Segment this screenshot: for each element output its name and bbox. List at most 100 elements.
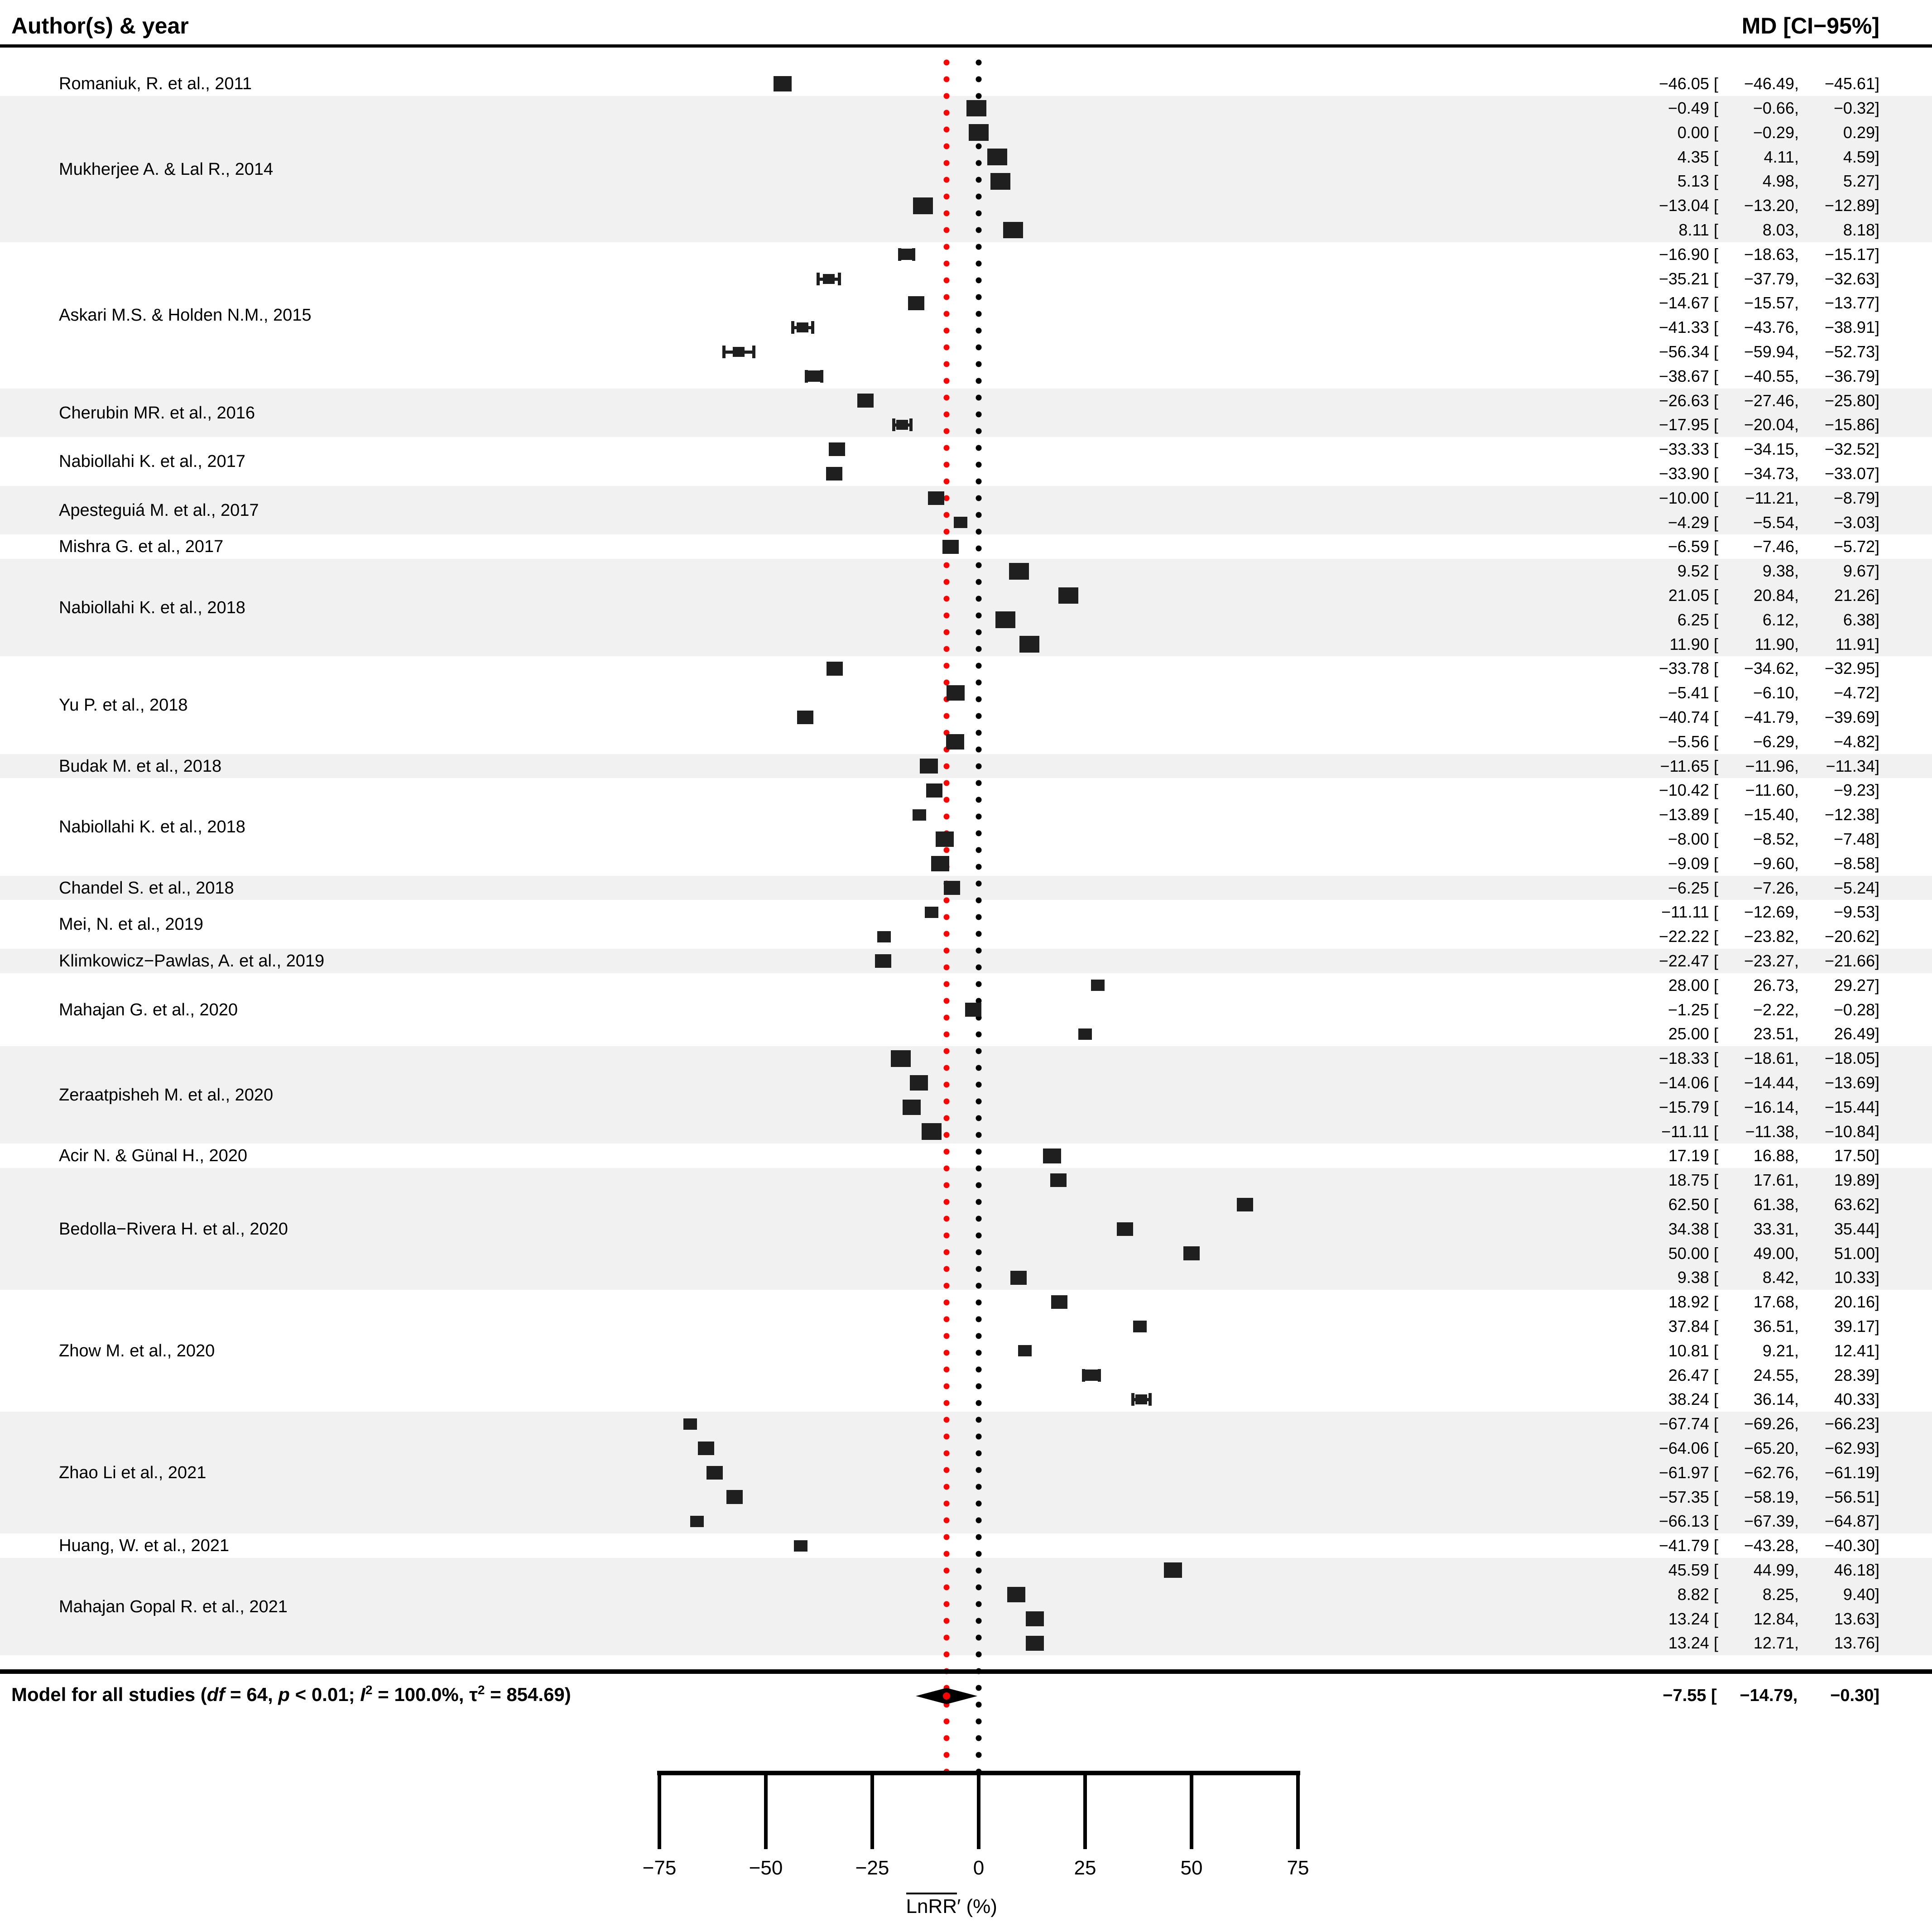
effect-square	[726, 1490, 743, 1504]
ci-value: −61.97 [−62.76, −61.19]	[1632, 1463, 1879, 1483]
ci-value-part: [	[1709, 196, 1718, 215]
ci-whisker-cap-right	[811, 321, 815, 334]
ci-value-part: ]	[1874, 683, 1879, 702]
ci-value-part: ]	[1874, 1463, 1879, 1482]
ci-value-part: 16.88	[1753, 1146, 1794, 1165]
tau-squared-sup: 2	[477, 1683, 485, 1697]
ci-value-part: [	[1709, 1024, 1718, 1043]
ci-whisker-cap-right	[912, 248, 916, 261]
ci-value-part: ,	[1794, 1024, 1799, 1043]
group-band	[0, 559, 1932, 657]
ci-value: 17.19 [16.88, 17.50]	[1632, 1146, 1879, 1166]
ci-value-part: ,	[1794, 318, 1799, 337]
ci-value-part: −32.52	[1824, 440, 1875, 459]
ci-value-part: −41.33	[1658, 318, 1709, 337]
ci-value-part: −46.05	[1658, 74, 1709, 93]
effect-square	[947, 685, 965, 701]
ci-value-part: −40.30	[1824, 1536, 1875, 1555]
ci-value-part: [	[1709, 1634, 1718, 1653]
ci-value-part: −36.79	[1824, 366, 1875, 385]
ci-value-part: ,	[1794, 172, 1799, 191]
ci-value-part: ,	[1794, 830, 1799, 848]
ci-value-part: −8.58	[1833, 854, 1875, 873]
tau-squared-label: τ	[469, 1684, 478, 1705]
ci-value-part: −21.66	[1824, 951, 1875, 970]
ci-value-part: [	[1709, 1585, 1718, 1604]
i-squared-value: = 100.0%,	[372, 1684, 470, 1705]
ci-value-part: 45.59	[1668, 1561, 1709, 1579]
ci-value-part: 4.35	[1677, 147, 1709, 166]
ci-value-part: ]	[1874, 854, 1879, 873]
ci-value-part: [	[1709, 464, 1718, 483]
ci-value-part: −11.11	[1661, 903, 1709, 922]
ci-value-part: [	[1709, 1390, 1718, 1409]
ci-value-part: −10.84	[1824, 1122, 1875, 1141]
ci-value-part: −18.61	[1744, 1049, 1794, 1068]
p-value: < 0.01;	[289, 1684, 360, 1705]
effect-square	[890, 1050, 911, 1067]
ci-value-part: −8.52	[1753, 830, 1794, 848]
ci-value-part: [	[1709, 1268, 1718, 1287]
ci-value-part: −66.23	[1824, 1414, 1875, 1433]
ci-value-part: ]	[1874, 172, 1879, 191]
ci-value-part: 10.81	[1668, 1341, 1709, 1360]
effect-square	[928, 491, 944, 505]
ci-value: −67.74 [−69.26, −66.23]	[1632, 1414, 1879, 1434]
ci-value-part: −12.89	[1824, 196, 1875, 215]
summary-ci-part: −7.55	[1663, 1686, 1706, 1705]
effect-square	[827, 662, 843, 676]
ci-value-part: −9.09	[1668, 854, 1709, 873]
ci-value-part: −34.15	[1744, 440, 1794, 459]
effect-square	[1163, 1562, 1182, 1578]
ci-value-part: ]	[1874, 1439, 1879, 1457]
ci-value-part: [	[1709, 708, 1718, 726]
ci-value-part: [	[1709, 1049, 1718, 1068]
ci-value-part: [	[1709, 1195, 1718, 1214]
ci-value-part: −7.26	[1753, 878, 1794, 897]
zero-reference-dotted-line	[975, 59, 982, 1771]
ci-value-part: ]	[1874, 245, 1879, 264]
ci-value-part: ,	[1794, 708, 1799, 726]
ci-value-part: 9.52	[1677, 562, 1709, 581]
ci-value: −26.63 [−27.46, −25.80]	[1632, 391, 1879, 411]
ci-value-part: 44.99	[1753, 1561, 1794, 1579]
effect-square	[697, 1441, 714, 1456]
effect-square	[690, 1515, 704, 1527]
ci-value-part: ]	[1874, 74, 1879, 93]
ci-value-part: ]	[1874, 708, 1879, 726]
ci-value-part: −4.82	[1833, 732, 1875, 751]
ci-value-part: ,	[1794, 391, 1799, 410]
ci-value-part: [	[1709, 683, 1718, 702]
ci-value: 25.00 [23.51, 26.49]	[1632, 1024, 1879, 1044]
ci-value-part: ,	[1794, 74, 1799, 93]
ci-value-part: ,	[1794, 1049, 1799, 1068]
study-label: Apesteguiá M. et al., 2017	[59, 500, 259, 520]
ci-value-part: ,	[1794, 1097, 1799, 1116]
ci-value-part: [	[1709, 293, 1718, 312]
ci-value-part: ]	[1874, 586, 1879, 605]
ci-value: −10.00 [−11.21, −8.79]	[1632, 488, 1879, 508]
model-summary-text: Model for all studies (df = 64, p < 0.01…	[11, 1683, 571, 1706]
ci-value-part: 37.84	[1668, 1317, 1709, 1336]
x-axis-tick-label: 25	[1074, 1857, 1096, 1879]
effect-square	[1026, 1611, 1044, 1627]
study-label: Nabiollahi K. et al., 2018	[59, 817, 245, 837]
ci-value-part: [	[1709, 878, 1718, 897]
effect-square	[966, 100, 987, 117]
ci-value-part: [	[1709, 415, 1718, 434]
ci-value-part: ,	[1794, 464, 1799, 483]
ci-value-part: −38.67	[1658, 366, 1709, 385]
effect-square	[953, 517, 967, 529]
ci-value-part: ,	[1794, 610, 1799, 629]
ci-value-part: −6.29	[1753, 732, 1794, 751]
ci-value-part: −15.86	[1824, 415, 1875, 434]
ci-value-part: [	[1709, 1341, 1718, 1360]
ci-value-part: 17.50	[1834, 1146, 1875, 1165]
ci-value-part: ,	[1794, 1244, 1799, 1263]
effect-square	[944, 881, 961, 895]
ci-value-part: [	[1709, 732, 1718, 751]
ci-value-part: −0.66	[1753, 99, 1794, 117]
ci-value-part: 11.91	[1835, 634, 1875, 654]
ci-value-part: [	[1709, 1171, 1718, 1190]
ci-value: −22.47 [−23.27, −21.66]	[1632, 951, 1879, 971]
